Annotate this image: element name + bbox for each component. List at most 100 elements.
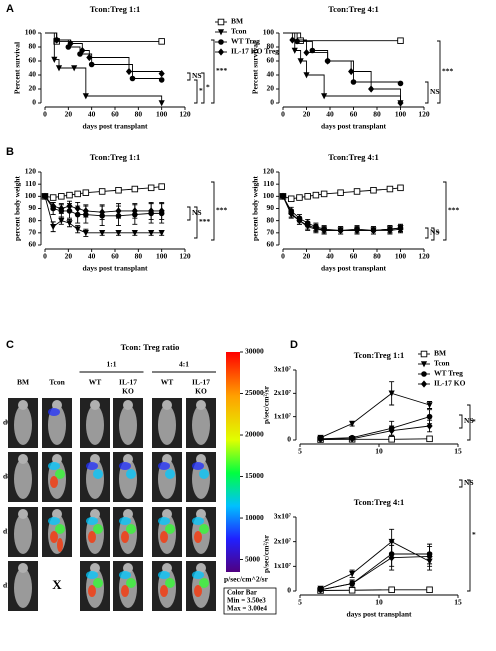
chart-title: Tcon:Treg 1:1 [90, 4, 141, 14]
colorbar-box-text: Min = 3.50e3 [227, 597, 266, 605]
marker [279, 192, 287, 200]
x-tick-label: 100 [156, 252, 168, 261]
marker [50, 223, 57, 231]
marker [353, 226, 361, 235]
annotation: *** [448, 206, 460, 215]
signal [50, 476, 58, 488]
y-tick-label: 0 [32, 98, 36, 107]
marker [337, 189, 344, 196]
signal [93, 469, 103, 479]
x-tick-label: 0 [43, 110, 47, 119]
y-tick-label: 110 [263, 179, 274, 188]
marker [115, 230, 122, 237]
chart-title: Tcon:Treg 1:1 [90, 152, 141, 162]
signal [165, 469, 175, 479]
signal [126, 524, 136, 534]
x-tick-label: 60 [111, 110, 119, 119]
signal [55, 469, 65, 479]
mouse-body [158, 405, 176, 445]
y-tick-label: 60 [267, 240, 275, 249]
signal [55, 524, 65, 534]
x-tick-label: 5 [298, 598, 302, 607]
marker [426, 402, 433, 409]
mouse-head [123, 400, 133, 410]
mouse-head [18, 509, 28, 519]
marker [420, 380, 428, 388]
mouse-body [14, 514, 32, 554]
marker [288, 209, 295, 218]
mouse-head [196, 563, 206, 573]
marker [303, 72, 310, 79]
y-tick-label: 20 [29, 84, 37, 93]
marker [129, 75, 136, 82]
annotation: * [472, 417, 476, 426]
marker [74, 204, 81, 213]
y-tick-label: 0 [287, 435, 291, 444]
marker [348, 587, 356, 594]
signal [158, 571, 170, 579]
marker [312, 191, 320, 199]
x-tick-label: 40 [88, 110, 96, 119]
mouse-head [162, 509, 172, 519]
signal [192, 517, 204, 525]
x-tick-label: 20 [303, 110, 311, 119]
y-tick-label: 120 [25, 167, 37, 176]
y-tick-label: 100 [25, 191, 37, 200]
marker [66, 202, 73, 210]
annotation: NS [430, 87, 440, 96]
marker [158, 183, 165, 190]
mouse-head [162, 400, 172, 410]
marker [324, 57, 331, 65]
marker [388, 554, 395, 562]
x-axis-label: days post transplant [82, 264, 148, 273]
signal [50, 531, 58, 543]
signal [119, 517, 131, 525]
x-tick-label: 40 [326, 252, 334, 261]
x-axis-label: days post transplant [321, 122, 387, 131]
marker [420, 350, 428, 358]
line [282, 196, 401, 231]
marker [349, 420, 356, 428]
chart-title: Tcon:Treg 4:1 [328, 4, 379, 14]
signal [126, 578, 136, 588]
marker [287, 195, 295, 203]
marker [370, 186, 377, 194]
annotation: NS [464, 478, 474, 487]
mouse-head [18, 454, 28, 464]
legend-label: Tcon [231, 27, 247, 36]
annotation: *** [216, 206, 228, 215]
signal [160, 531, 168, 543]
mouse-head [52, 509, 62, 519]
marker [320, 190, 328, 198]
mouse-head [90, 454, 100, 464]
marker [303, 48, 310, 57]
signal [93, 578, 103, 588]
mouse-body [14, 405, 32, 445]
annotation: NS [464, 416, 474, 425]
y-tick-label: 60 [29, 240, 37, 249]
x-tick-label: 120 [179, 110, 191, 119]
line [320, 541, 430, 589]
line [320, 556, 430, 591]
marker [131, 207, 138, 215]
panel-label: B [6, 146, 14, 158]
x-tick-label: 80 [135, 252, 143, 261]
signal [194, 585, 202, 597]
marker [158, 207, 165, 215]
significance-bracket [467, 404, 471, 441]
mouse-head [18, 400, 28, 410]
marker [296, 194, 303, 201]
marker [304, 221, 311, 230]
x-tick-label: 40 [88, 252, 96, 261]
marker [349, 570, 356, 578]
marker [50, 202, 57, 210]
marker [337, 226, 344, 235]
marker [397, 184, 404, 192]
y-tick-label: 1x10⁷ [274, 411, 292, 420]
marker [289, 36, 296, 44]
marker [321, 226, 328, 235]
y-tick-label: 80 [29, 42, 37, 51]
y-tick-label: 120 [263, 167, 275, 176]
x-tick-label: 60 [350, 252, 358, 261]
marker [88, 61, 95, 68]
